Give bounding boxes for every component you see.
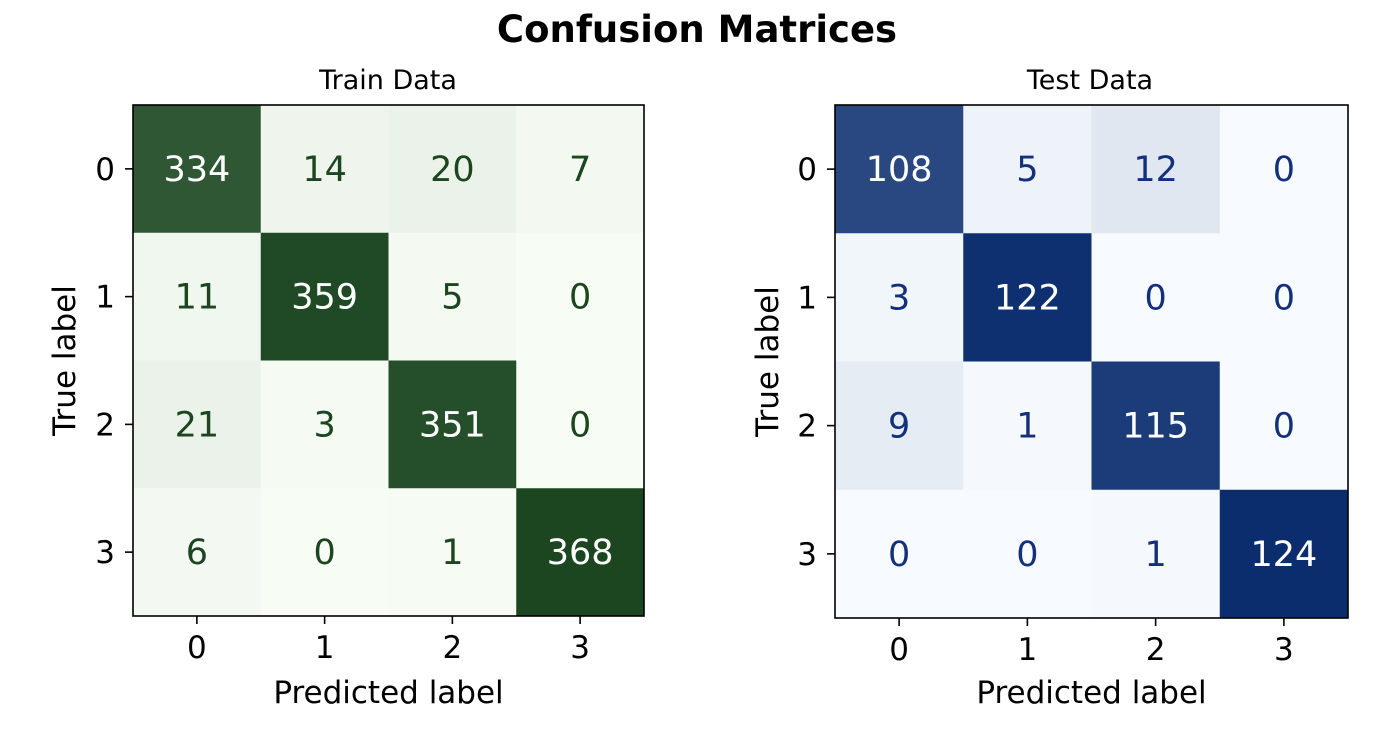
panel-title: Test Data [1026,65,1153,96]
cell-value-label: 0 [888,535,910,575]
cell-value-label: 359 [291,278,358,318]
matrix-cell [516,488,645,617]
matrix-cell [1091,233,1221,362]
cell-value-label: 0 [1273,407,1295,447]
y-tick-label: 1 [797,280,817,316]
figure-title: Confusion Matrices [497,8,897,51]
x-axis-label: Predicted label [976,675,1206,711]
x-tick-label: 3 [1274,632,1294,668]
matrix-cell [963,361,1092,491]
matrix-cell [516,105,645,234]
cell-value-label: 0 [313,533,335,573]
matrix-cell [1219,233,1349,362]
cell-value-label: 0 [1273,278,1295,318]
matrix-cell [133,360,262,489]
cell-value-label: 3 [313,405,335,445]
matrix-cell [1219,361,1349,491]
cell-value-label: 108 [866,150,933,190]
y-tick-label: 0 [797,152,817,188]
matrix-cell [835,489,964,619]
y-tick-label: 0 [95,152,115,188]
y-tick-label: 1 [95,280,115,316]
matrix-cell [260,232,389,361]
cell-value-label: 1 [441,533,463,573]
cell-value-label: 5 [1016,150,1038,190]
matrix-cell [835,233,964,362]
cell-value-label: 115 [1122,407,1189,447]
y-tick-label: 2 [95,407,115,443]
matrix-cell [1091,361,1221,491]
cell-value-label: 0 [1016,535,1038,575]
x-tick-label: 1 [315,630,335,666]
y-tick-label: 3 [797,537,817,573]
matrix-cell [1219,489,1349,619]
matrix-cell [133,488,262,617]
cell-value-label: 0 [1144,278,1166,318]
cell-value-label: 351 [419,405,486,445]
x-tick-label: 3 [570,630,590,666]
cell-value-label: 11 [175,278,220,318]
cell-value-label: 14 [302,150,347,190]
matrix-cell [835,361,964,491]
matrix-cell [388,105,517,234]
x-axis-label: Predicted label [273,675,503,711]
matrix-cell [516,232,645,361]
y-tick-label: 2 [797,409,817,445]
x-tick-label: 0 [889,632,909,668]
x-tick-label: 1 [1018,632,1038,668]
y-axis-label: True label [47,285,83,437]
matrix-cell [963,233,1092,362]
cell-value-label: 12 [1133,150,1178,190]
matrix-cell [388,232,517,361]
cell-value-label: 9 [888,407,910,447]
axes-frame [834,104,1349,619]
y-axis-label: True label [750,286,786,438]
cell-value-label: 20 [430,150,475,190]
matrix-cell [1091,489,1221,619]
cell-value-label: 5 [441,278,463,318]
cell-value-label: 21 [175,405,220,445]
cell-value-label: 1 [1144,535,1166,575]
x-tick-label: 2 [1146,632,1166,668]
cell-value-label: 122 [994,278,1061,318]
cell-value-label: 1 [1016,407,1038,447]
matrix-cell [388,360,517,489]
x-tick-label: 2 [443,630,463,666]
matrix-cell [260,360,389,489]
cell-value-label: 3 [888,278,910,318]
matrix-cell [260,105,389,234]
cell-value-label: 368 [547,533,614,573]
cell-value-label: 0 [569,405,591,445]
cell-value-label: 334 [163,150,230,190]
matrix-cell [260,488,389,617]
panel-title: Train Data [318,65,457,96]
cell-value-label: 0 [1273,150,1295,190]
matrix-cell [1091,105,1221,234]
axes-frame [132,104,645,617]
cell-value-label: 124 [1250,535,1317,575]
cell-value-label: 6 [186,533,208,573]
matrix-cell [835,105,964,234]
matrix-cell [133,105,262,234]
matrix-cell [963,105,1092,234]
matrix-cell [388,488,517,617]
x-tick-label: 0 [187,630,207,666]
y-tick-label: 3 [95,535,115,571]
matrix-cell [133,232,262,361]
matrix-cell [963,489,1092,619]
cell-value-label: 7 [569,150,591,190]
matrix-cell [516,360,645,489]
matrix-cell [1219,105,1349,234]
cell-value-label: 0 [569,278,591,318]
